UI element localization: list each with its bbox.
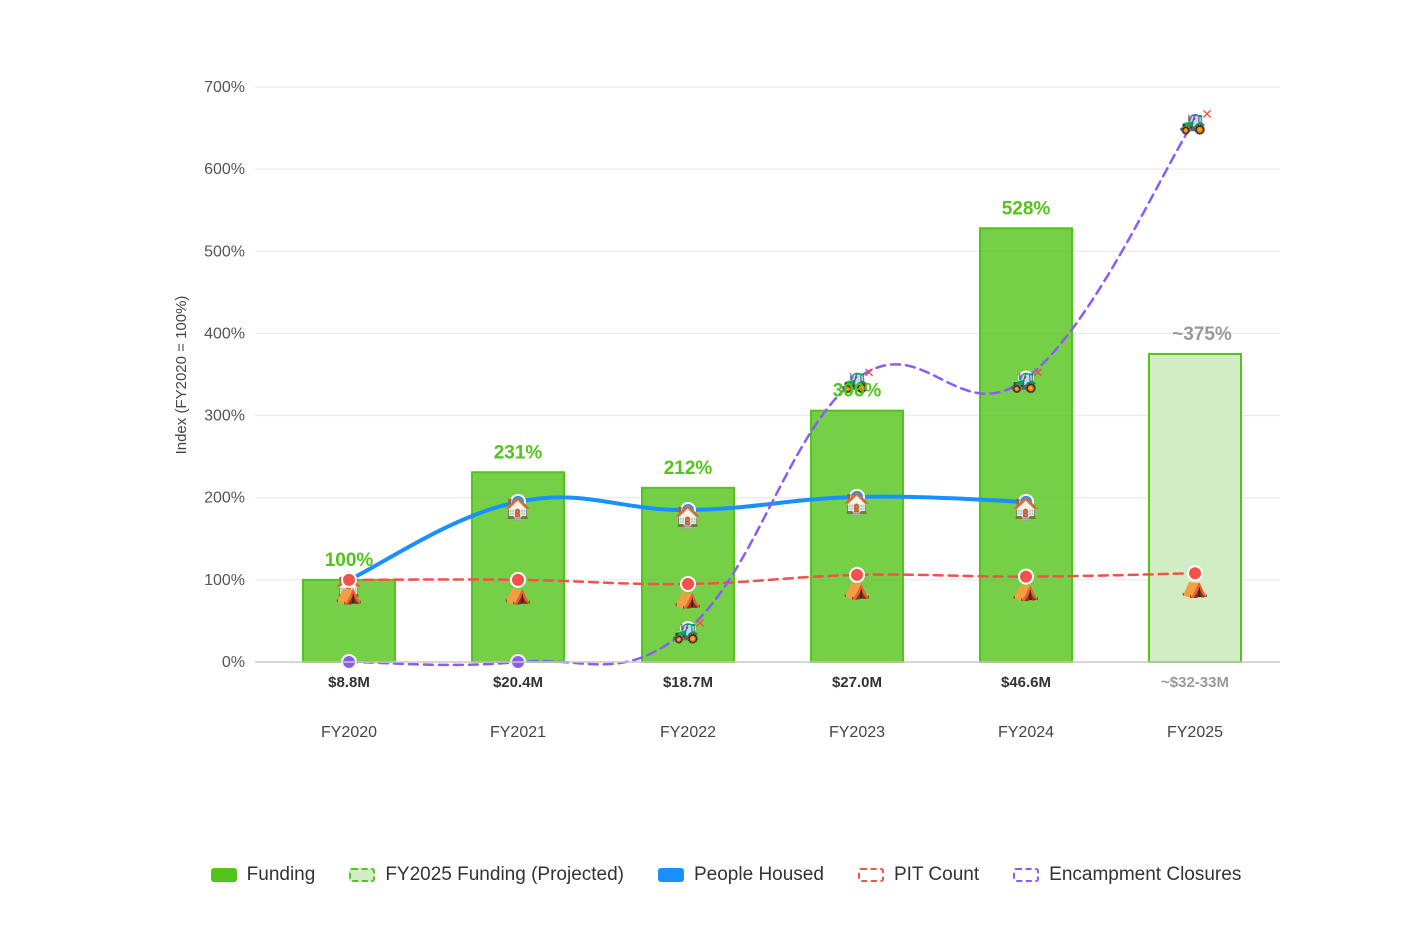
- close-icon: ✕: [863, 365, 875, 381]
- house-icon: 🏠: [1012, 496, 1039, 522]
- pit-count-marker[interactable]: [849, 566, 865, 583]
- funding-amount-label: $27.0M: [832, 674, 882, 691]
- bar-fy2025-projected[interactable]: [1148, 352, 1242, 663]
- bar-value-label: 100%: [325, 550, 374, 571]
- bar-funding-fy2024[interactable]: [979, 227, 1073, 664]
- tent-icon: ⛺: [843, 576, 870, 601]
- close-icon: ✕: [1201, 106, 1213, 122]
- legend-item-encampment-closures[interactable]: Encampment Closures: [1013, 864, 1241, 886]
- tent-icon: ⛺: [1181, 574, 1208, 599]
- encampment-closures-marker[interactable]: [1187, 111, 1203, 128]
- bar-funding-fy2023[interactable]: [810, 409, 904, 663]
- legend-swatch-funding: [210, 868, 237, 882]
- pit-count-marker[interactable]: [680, 575, 696, 592]
- y-tick-label: 400%: [204, 325, 245, 342]
- tent-icon: ⛺: [335, 581, 362, 606]
- funding-amount-label: $8.8M: [328, 674, 370, 691]
- close-icon: ✕: [694, 615, 706, 631]
- bar-value-label: 212%: [664, 458, 713, 479]
- house-icon: 🏠: [843, 491, 870, 517]
- encampment-closures-marker[interactable]: [849, 370, 865, 387]
- bar-value-label: 306%: [833, 381, 882, 402]
- pit-count-marker[interactable]: [510, 571, 526, 588]
- tent-icon: ⛺: [1012, 578, 1039, 603]
- legend-label-funding-projected: FY2025 Funding (Projected): [385, 864, 624, 885]
- legend-item-people-housed[interactable]: People Housed: [658, 864, 824, 886]
- pit-count-marker[interactable]: [341, 571, 357, 588]
- x-axis: $8.8M FY2020 $20.4M FY2021 $18.7M FY2022 $27.0…: [255, 661, 1280, 741]
- funding-amount-label: $18.7M: [663, 674, 713, 691]
- x-tick-label: FY2020: [321, 724, 377, 741]
- x-tick-label: FY2023: [829, 724, 885, 741]
- y-tick-label: 300%: [204, 408, 245, 425]
- labels-layer: 100% 231% 212% 306% 528% ~375%: [325, 198, 1232, 571]
- legend-label-encampment-closures: Encampment Closures: [1049, 864, 1242, 885]
- legend-swatch-encampment-closures: [1013, 868, 1040, 882]
- x-tick-label: FY2024: [998, 724, 1054, 741]
- y-tick-label: 500%: [204, 243, 245, 260]
- bulldozer-icon: 🚜: [841, 370, 868, 395]
- bulldozer-icon: 🚜: [1179, 111, 1206, 136]
- legend-label-funding: Funding: [246, 864, 316, 885]
- line-pit-count: [347, 572, 1197, 586]
- house-icon: 🏠: [674, 504, 701, 530]
- x-tick-label: FY2021: [490, 724, 546, 741]
- tent-icon: ⛺: [674, 585, 701, 610]
- bar-value-label: 231%: [494, 442, 543, 463]
- legend-swatch-pit-count: [857, 868, 884, 882]
- people-housed-marker[interactable]: [510, 493, 526, 510]
- y-axis-title: Index (FY2020 = 100%): [173, 296, 190, 455]
- legend-swatch-people-housed: [658, 868, 684, 882]
- encampment-closures-marker[interactable]: [680, 621, 696, 638]
- bulldozer-icon: 🚜: [1010, 370, 1037, 395]
- legend-label-pit-count: PIT Count: [893, 864, 980, 885]
- markers-layer: 🏠🏠🏠🏠🏠⛺⛺⛺⛺⛺⛺🚜✕🚜✕🚜✕🚜✕: [335, 106, 1213, 670]
- legend-item-funding-projected[interactable]: FY2025 Funding (Projected): [349, 864, 624, 886]
- legend-label-people-housed: People Housed: [694, 864, 824, 885]
- legend-item-pit-count[interactable]: PIT Count: [857, 864, 980, 886]
- bulldozer-icon: 🚜: [672, 620, 699, 645]
- legend-item-funding[interactable]: Funding: [210, 864, 316, 886]
- x-tick-label: FY2025: [1167, 724, 1223, 741]
- bar-value-label: 528%: [1002, 198, 1051, 219]
- y-tick-label: 700%: [204, 79, 245, 96]
- funding-amount-label: $20.4M: [493, 674, 543, 691]
- close-icon: ✕: [1032, 365, 1044, 381]
- people-housed-marker[interactable]: [1018, 493, 1034, 510]
- legend-swatch-funding-projected: [349, 868, 376, 882]
- funding-amount-label: $46.6M: [1001, 674, 1051, 691]
- y-tick-label: 100%: [204, 572, 245, 589]
- y-tick-label: 200%: [204, 490, 245, 507]
- grid-layer: [255, 86, 1280, 581]
- legend: Funding FY2025 Funding (Projected) Peopl…: [0, 860, 1422, 890]
- funding-amount-label: ~$32-33M: [1161, 674, 1229, 691]
- bar-value-label: ~375%: [1172, 324, 1232, 345]
- pit-count-marker[interactable]: [1018, 568, 1034, 585]
- house-icon: 🏠: [504, 496, 531, 522]
- y-axis: 0% 100% 200% 300% 400% 500% 600% 700%: [204, 79, 245, 671]
- y-tick-label: 0%: [222, 654, 245, 671]
- people-housed-marker[interactable]: [680, 502, 696, 519]
- tent-icon: ⛺: [504, 581, 531, 606]
- pit-count-marker[interactable]: [1187, 565, 1203, 582]
- y-tick-label: 600%: [204, 161, 245, 178]
- x-tick-label: FY2022: [660, 724, 716, 741]
- people-housed-marker[interactable]: [849, 488, 865, 505]
- bars-layer: [302, 227, 1242, 664]
- encampment-closures-marker[interactable]: [1018, 370, 1034, 387]
